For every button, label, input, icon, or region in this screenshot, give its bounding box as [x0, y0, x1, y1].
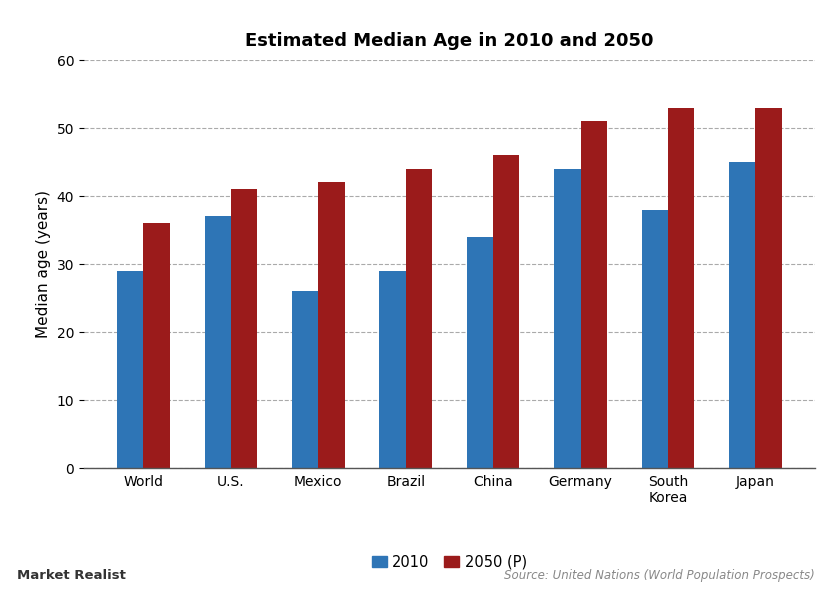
Text: Source: United Nations (World Population Prospects): Source: United Nations (World Population… — [504, 569, 815, 582]
Y-axis label: Median age (years): Median age (years) — [36, 190, 51, 338]
Text: Market Realist: Market Realist — [17, 569, 126, 582]
Bar — [755, 107, 781, 468]
Bar — [292, 291, 318, 468]
Bar — [580, 121, 606, 468]
Bar — [467, 237, 493, 468]
Bar — [729, 162, 755, 468]
Title: Estimated Median Age in 2010 and 2050: Estimated Median Age in 2010 and 2050 — [245, 32, 654, 50]
Bar — [205, 217, 231, 468]
Bar — [318, 182, 344, 468]
Bar — [380, 271, 406, 468]
Bar — [642, 209, 668, 468]
Bar — [493, 155, 519, 468]
Bar — [554, 169, 580, 468]
Bar — [144, 223, 170, 468]
Bar — [118, 271, 144, 468]
Bar — [231, 189, 257, 468]
Bar — [406, 169, 432, 468]
Legend: 2010, 2050 (P): 2010, 2050 (P) — [366, 549, 533, 575]
Bar — [668, 107, 694, 468]
